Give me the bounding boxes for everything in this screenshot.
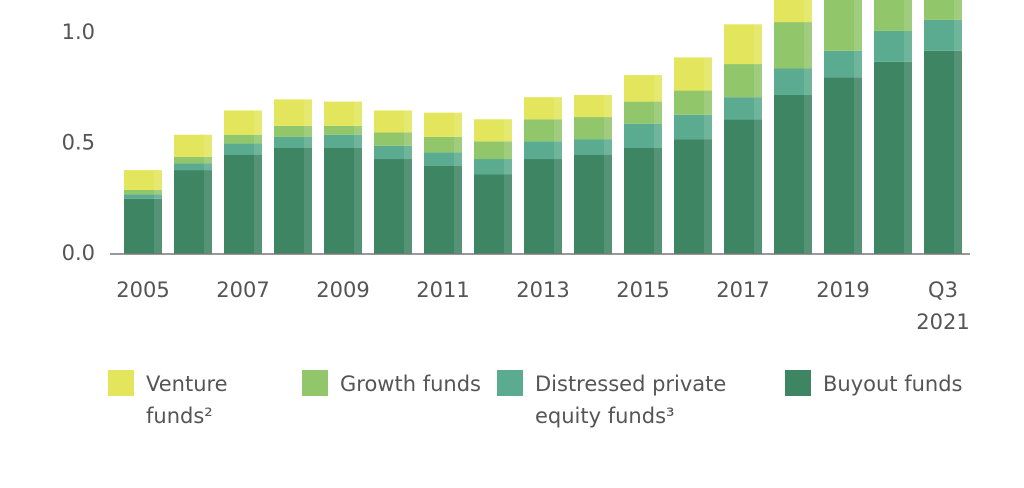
y-tick-label: 1.0 — [62, 20, 95, 44]
legend-item: Distressed private equity funds³ — [497, 368, 785, 432]
legend-item: Growth funds — [302, 368, 500, 400]
legend-label: Distressed private equity funds³ — [535, 372, 727, 428]
bar-segment — [624, 75, 662, 102]
bar-segment — [674, 90, 712, 115]
bar-segment — [724, 64, 762, 98]
bar-segment — [774, 68, 812, 95]
bar-segment — [124, 170, 162, 190]
bar-segment — [224, 134, 262, 144]
bar-segment — [124, 194, 162, 199]
bar-segment — [424, 136, 462, 153]
bar-segment — [324, 147, 362, 254]
bar-segment — [774, 0, 812, 23]
bar-segment — [474, 141, 512, 160]
bar-segment — [124, 189, 162, 195]
bar-segment — [924, 19, 962, 51]
bar-segment — [774, 94, 812, 255]
x-tick-label: 2007 — [216, 278, 269, 302]
bar-segment — [924, 0, 962, 20]
legend-swatch — [497, 370, 523, 396]
bar-segment — [624, 101, 662, 124]
bar-segment — [274, 136, 312, 148]
bar-segment — [524, 159, 562, 254]
bar-segment — [224, 110, 262, 135]
bar-segment — [574, 154, 612, 254]
bar-segment — [824, 0, 862, 51]
bar-segment — [674, 114, 712, 140]
bar-segment — [174, 156, 212, 164]
bar-segment — [424, 152, 462, 166]
bar-segment — [674, 139, 712, 254]
x-tick-label: 2011 — [416, 278, 469, 302]
bar-segment — [274, 99, 312, 126]
bar-segment — [574, 139, 612, 155]
bar-segment — [424, 112, 462, 137]
bar-segment — [474, 119, 512, 142]
bar-segment — [524, 119, 562, 142]
x-tick-label: 2019 — [816, 278, 869, 302]
bar-segment — [824, 50, 862, 78]
bar-segment — [774, 22, 812, 69]
bar-segment — [574, 117, 612, 140]
bar-segment — [274, 147, 312, 254]
bar-segment — [374, 159, 412, 254]
x-tick-label: 2009 — [316, 278, 369, 302]
legend-swatch — [302, 370, 328, 396]
bar-segment — [374, 110, 412, 133]
legend-label: Growth funds — [340, 372, 481, 396]
x-tick-label: 2017 — [716, 278, 769, 302]
bar-segment — [424, 165, 462, 254]
y-tick-label: 0.0 — [62, 241, 95, 265]
legend-item: Buyout funds — [785, 368, 973, 400]
bar-segment — [374, 145, 412, 160]
x-tick-label: 2015 — [616, 278, 669, 302]
bar-segment — [174, 163, 212, 171]
bar-segment — [624, 147, 662, 254]
x-tick-label: 2013 — [516, 278, 569, 302]
bar-segment — [824, 77, 862, 254]
legend-swatch — [785, 370, 811, 396]
x-tick-label: Q3 2021 — [916, 278, 969, 334]
legend-item: Venture funds² — [108, 368, 296, 432]
bar-segment — [124, 198, 162, 254]
bar-segment — [524, 141, 562, 160]
bar-segment — [624, 123, 662, 148]
legend-swatch — [108, 370, 134, 396]
bar-segment — [674, 57, 712, 91]
bar-segment — [374, 132, 412, 146]
bar-segment — [324, 134, 362, 148]
bar-segment — [474, 174, 512, 254]
bar-segment — [224, 143, 262, 155]
bar-segment — [874, 61, 912, 255]
bar-segment — [724, 97, 762, 120]
bar-segment — [274, 125, 312, 137]
x-tick-label: 2005 — [116, 278, 169, 302]
bar-segment — [224, 154, 262, 254]
bar-segment — [174, 170, 212, 254]
y-tick-label: 0.5 — [62, 131, 95, 155]
bar-segment — [874, 0, 912, 31]
legend-label: Venture funds² — [146, 372, 228, 428]
bar-segment — [474, 159, 512, 175]
bar-segment — [174, 134, 212, 157]
bar-segment — [324, 125, 362, 135]
bar-segment — [574, 94, 612, 118]
bar-segment — [724, 119, 762, 254]
bar-segment — [324, 101, 362, 126]
bar-segment — [724, 24, 762, 65]
legend-label: Buyout funds — [823, 372, 963, 396]
bar-segment — [874, 30, 912, 62]
bar-segment — [924, 50, 962, 254]
bar-segment — [524, 97, 562, 120]
